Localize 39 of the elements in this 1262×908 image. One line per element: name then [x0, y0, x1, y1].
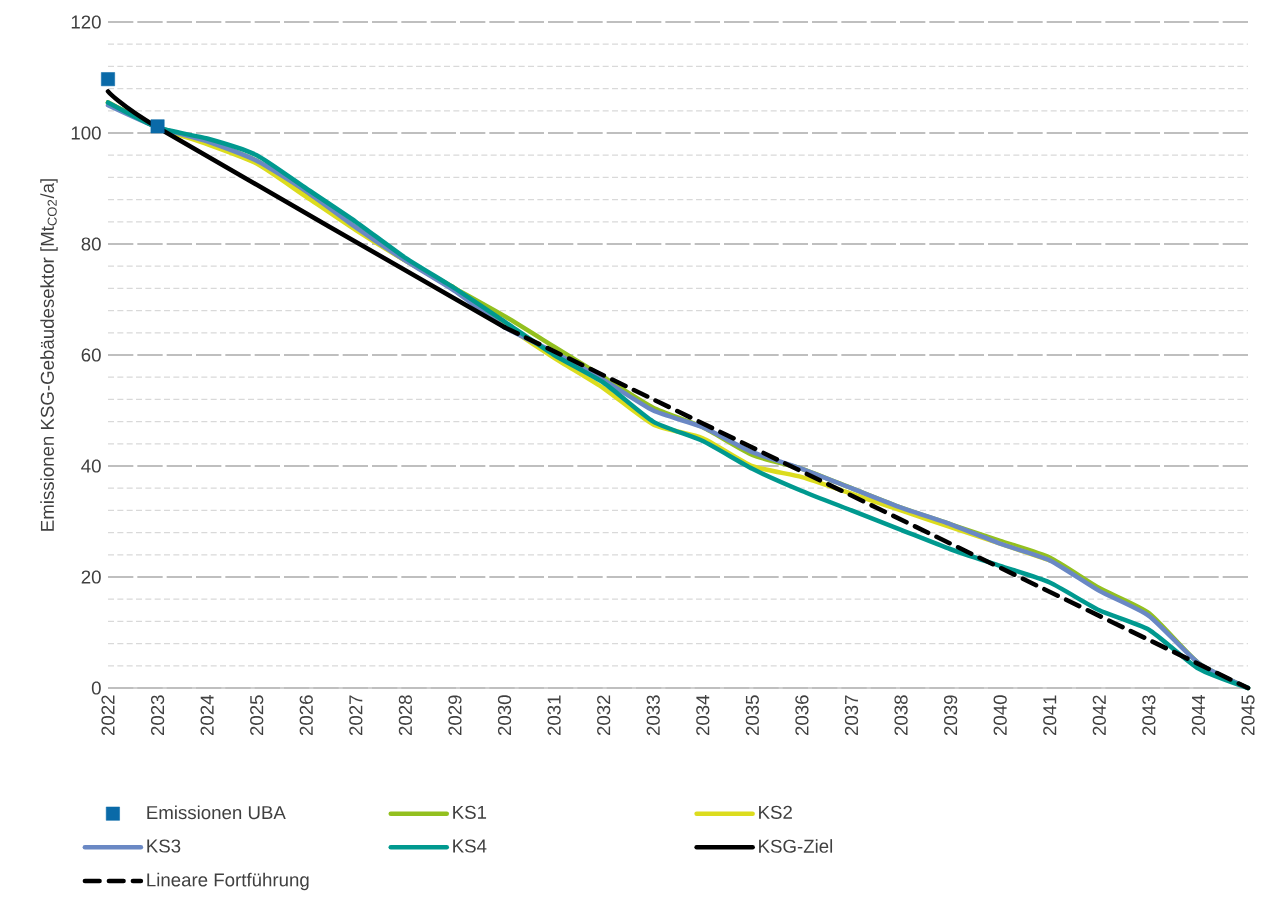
x-tick-label: 2043: [1142, 695, 1156, 736]
x-tick-label: 2022: [101, 695, 115, 736]
y-tick-label: 40: [81, 459, 101, 473]
x-tick-label: 2031: [547, 695, 561, 736]
x-tick-label: 2023: [150, 695, 165, 736]
y-tick-label: 60: [81, 348, 101, 362]
x-tick-label: 2026: [299, 695, 313, 736]
x-tick-label: 2039: [944, 695, 958, 736]
x-tick-label: 2033: [646, 695, 660, 736]
x-tick-label: 2030: [497, 695, 512, 736]
legend-label: KS1: [453, 805, 487, 819]
x-tick-label: 2027: [349, 695, 363, 736]
x-tick-label: 2035: [745, 695, 759, 736]
legend-label: KS4: [453, 839, 487, 853]
x-tick-label: 2024: [200, 695, 214, 736]
x-tick-label: 2028: [398, 695, 413, 736]
legend-label: KSG-Ziel: [759, 839, 833, 853]
x-tick-label: 2037: [844, 695, 859, 736]
y-tick-label: 20: [81, 570, 101, 584]
legend-label: KS3: [147, 839, 181, 853]
y-tick-label: 0: [91, 681, 101, 695]
legend-label: Lineare Fortführung: [147, 872, 309, 891]
y-tick-label: 120: [71, 15, 101, 29]
y-tick-label: 80: [81, 237, 101, 251]
x-tick-label: 2025: [250, 695, 264, 736]
y-tick-label: 100: [71, 126, 101, 140]
x-tick-label: 2045: [1241, 695, 1255, 736]
x-tick-label: 2042: [1092, 695, 1106, 736]
legend-label: Emissionen UBA: [147, 805, 286, 820]
x-tick-label: 2044: [1191, 695, 1206, 736]
x-tick-label: 2040: [993, 695, 1007, 736]
x-tick-label: 2032: [597, 695, 611, 736]
x-tick-label: 2038: [894, 695, 908, 736]
x-tick-label: 2036: [795, 695, 809, 736]
x-tick-label: 2041: [1043, 695, 1057, 736]
legend-label: KS2: [759, 805, 792, 819]
x-tick-label: 2034: [696, 695, 710, 736]
y-axis-title: Emissionen KSG-Gebäudesektor [Mt$_{CO2}$/a]: [40, 179, 58, 531]
x-tick-label: 2029: [448, 695, 462, 736]
